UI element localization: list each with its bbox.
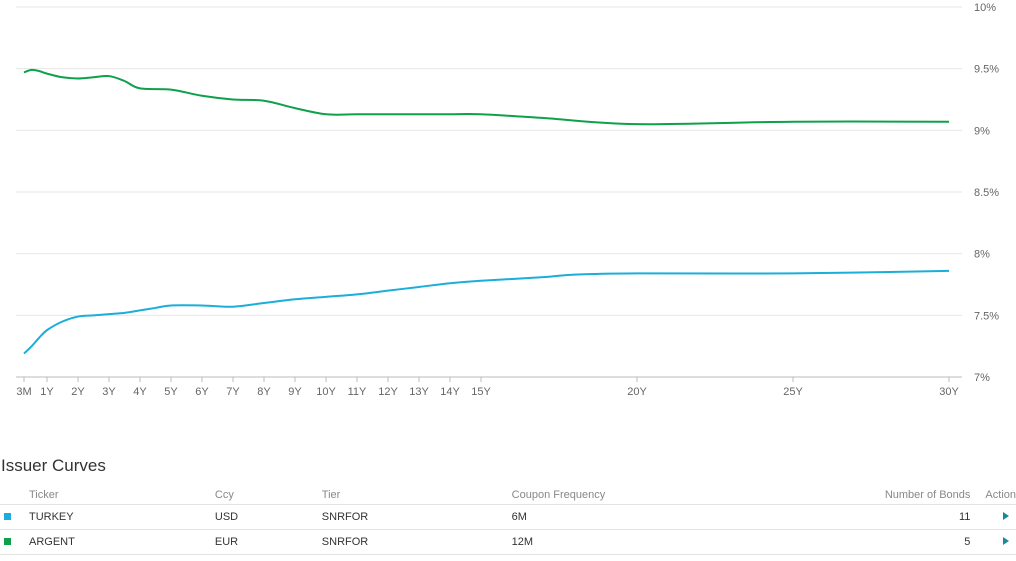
x-tick-label: 7Y: [226, 386, 240, 398]
series-color-swatch: [0, 504, 29, 530]
ticker-column-header[interactable]: Ticker: [28, 486, 215, 505]
curve-lines: [23, 68, 950, 355]
x-tick-label: 5Y: [164, 386, 178, 398]
table-row[interactable]: ARGENT EUR SNRFOR 12M 5: [0, 529, 1016, 555]
number-of-bonds-column-header[interactable]: Number of Bonds: [811, 486, 986, 505]
row-action-button[interactable]: [985, 504, 1016, 530]
section-title: Issuer Curves: [1, 456, 106, 475]
x-tick-label: 14Y: [440, 386, 460, 398]
color-column-header: [0, 486, 29, 505]
series-color-swatch: [0, 529, 29, 555]
x-tick-label: 1Y: [40, 386, 54, 398]
x-tick-label: 8Y: [257, 386, 271, 398]
y-tick-label: 8%: [974, 249, 990, 261]
row-action-button[interactable]: [985, 529, 1016, 555]
ccy-cell: EUR: [214, 529, 322, 555]
x-tick-label: 4Y: [133, 386, 147, 398]
y-tick-label: 7.5%: [974, 310, 999, 322]
coupon-frequency-cell: 6M: [511, 504, 812, 530]
x-tick-label: 2Y: [71, 386, 85, 398]
y-tick-label: 9%: [974, 125, 990, 137]
x-axis: 3M 1Y 2Y 3Y 4Y 5Y 6Y 7Y 8Y 9Y 10Y 11Y 12Y 13Y 14Y 15Y 20…: [16, 377, 959, 398]
play-icon[interactable]: [1002, 512, 1009, 520]
x-tick-label: 30Y: [939, 386, 959, 398]
coupon-frequency-column-header[interactable]: Coupon Frequency: [511, 486, 812, 505]
ticker-cell: TURKEY: [28, 504, 215, 530]
chart-grid: [16, 6, 962, 378]
number-of-bonds-cell: 5: [811, 529, 986, 555]
ccy-column-header[interactable]: Ccy: [214, 486, 322, 505]
y-tick-label: 7%: [974, 372, 990, 384]
y-tick-label: 8.5%: [974, 187, 999, 199]
tier-cell: SNRFOR: [321, 529, 512, 555]
argent-curve-line: [23, 68, 950, 126]
table-row[interactable]: TURKEY USD SNRFOR 6M 11: [0, 504, 1016, 530]
ccy-cell: USD: [214, 504, 322, 530]
y-axis-labels: 7% 7.5% 8% 8.5% 9% 9.5% 10%: [974, 2, 999, 384]
action-column-header: Action: [985, 486, 1016, 505]
x-tick-label: 9Y: [288, 386, 302, 398]
play-icon[interactable]: [1002, 537, 1009, 545]
tier-column-header[interactable]: Tier: [321, 486, 512, 505]
table-header-row: Ticker Ccy Tier Coupon Frequency Number …: [0, 486, 1016, 505]
x-tick-label: 25Y: [783, 386, 803, 398]
issuer-curves-table: Ticker Ccy Tier Coupon Frequency Number …: [0, 486, 1016, 555]
number-of-bonds-cell: 11: [811, 504, 986, 530]
x-tick-label: 3M: [16, 386, 31, 398]
x-tick-label: 3Y: [102, 386, 116, 398]
y-tick-label: 10%: [974, 2, 996, 14]
coupon-frequency-cell: 12M: [511, 529, 812, 555]
ticker-cell: ARGENT: [28, 529, 215, 555]
x-tick-label: 13Y: [409, 386, 429, 398]
x-tick-label: 11Y: [348, 386, 367, 398]
y-tick-label: 9.5%: [974, 64, 999, 76]
turkey-curve-line: [23, 269, 950, 355]
tier-cell: SNRFOR: [321, 504, 512, 530]
x-tick-label: 15Y: [471, 386, 491, 398]
issuer-curves-chart: 7% 7.5% 8% 8.5% 9% 9.5% 10% 3M 1Y 2Y 3Y 4Y 5Y 6Y 7Y 8Y…: [16, 2, 999, 398]
x-tick-label: 20Y: [627, 386, 647, 398]
x-tick-label: 6Y: [195, 386, 209, 398]
x-tick-label: 12Y: [378, 386, 398, 398]
x-tick-label: 10Y: [316, 386, 336, 398]
